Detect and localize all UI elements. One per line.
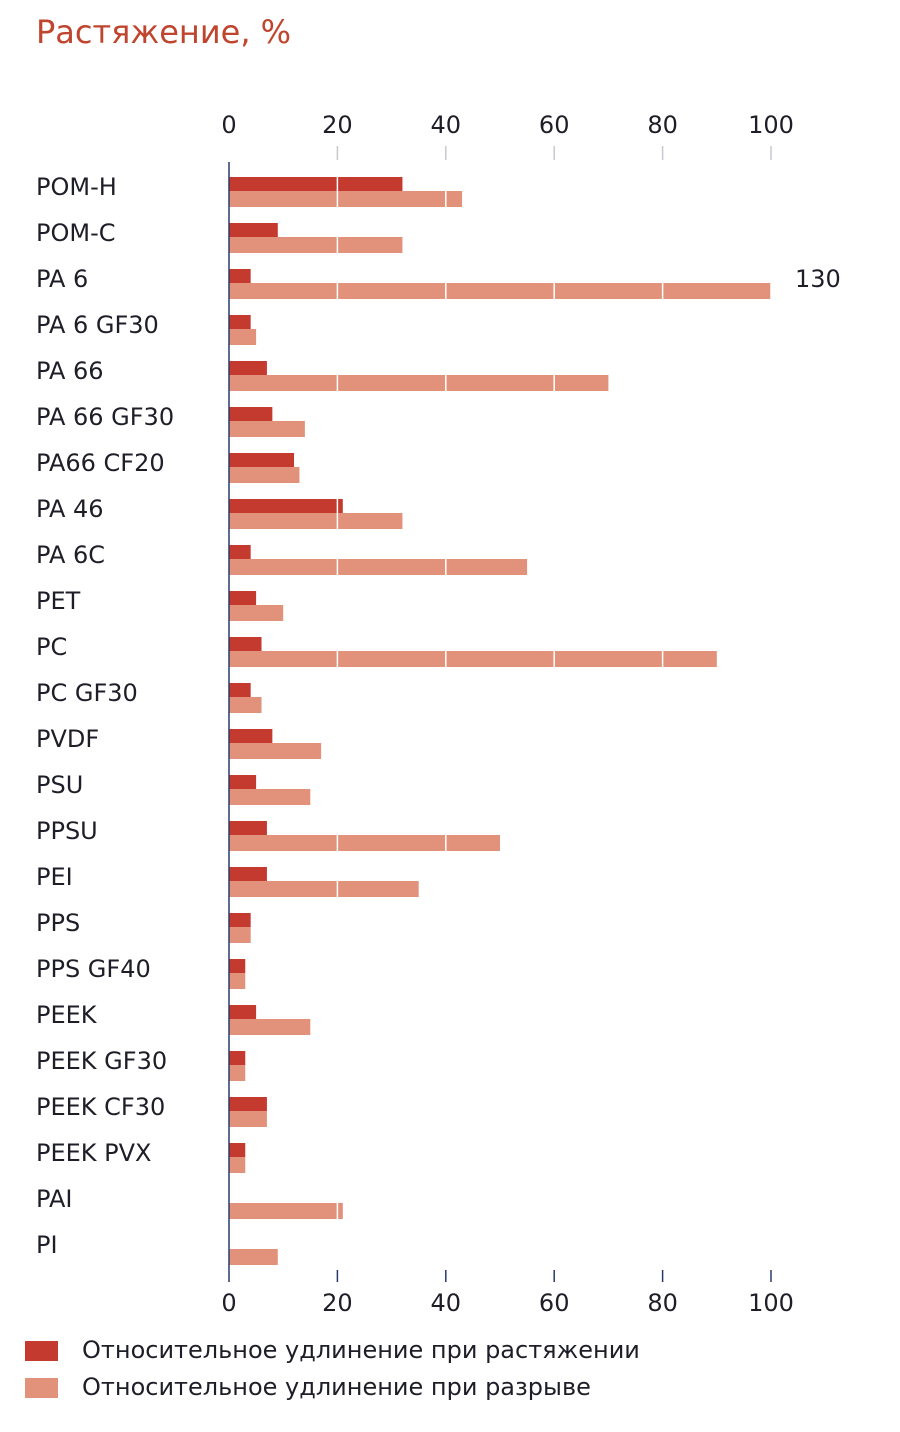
category-label: PSU (36, 771, 83, 799)
plot-area (229, 177, 771, 1265)
category-label: PC (36, 633, 67, 661)
bar (229, 467, 300, 483)
bar (229, 177, 403, 191)
bar (229, 315, 251, 329)
bar (229, 237, 403, 253)
chart-title: Растяжение, % (36, 13, 291, 51)
bar (229, 1111, 267, 1127)
x-tick-label-top: 20 (322, 111, 353, 139)
value-label: 130 (795, 265, 841, 293)
x-tick-label-bottom: 60 (539, 1289, 570, 1317)
category-label: PA 6 (36, 265, 88, 293)
category-label: PET (36, 587, 81, 615)
bar (229, 973, 246, 989)
bar (229, 729, 273, 743)
bar (229, 513, 403, 529)
bar (229, 1005, 257, 1019)
bar (229, 545, 251, 559)
bar (229, 223, 278, 237)
category-label: POM-H (36, 173, 117, 201)
bar (229, 881, 419, 897)
bar (229, 605, 284, 621)
category-label: PA 66 GF30 (36, 403, 174, 431)
bar (229, 407, 273, 421)
x-tick-label-bottom: 80 (647, 1289, 678, 1317)
x-tick-label-top: 0 (221, 111, 236, 139)
bar (229, 821, 267, 835)
x-tick-label-top: 60 (539, 111, 570, 139)
bar (229, 1019, 311, 1035)
x-tick-label-bottom: 100 (748, 1289, 794, 1317)
x-tick-label-bottom: 40 (431, 1289, 462, 1317)
category-label: PI (36, 1231, 58, 1259)
category-label: PEEK CF30 (36, 1093, 165, 1121)
legend-swatch (25, 1378, 58, 1398)
bar (229, 927, 251, 943)
bar (229, 1051, 246, 1065)
bar (229, 651, 717, 667)
bar (229, 1065, 246, 1081)
bar (229, 283, 771, 299)
category-label: PPSU (36, 817, 98, 845)
bar (229, 559, 528, 575)
bar (229, 361, 267, 375)
category-label: PA 66 (36, 357, 104, 385)
bar (229, 1143, 246, 1157)
category-label: PA 6C (36, 541, 105, 569)
bar (229, 959, 246, 973)
legend-label: Относительное удлинение при растяжении (82, 1336, 640, 1364)
x-tick-label-bottom: 20 (322, 1289, 353, 1317)
legend-swatch (25, 1341, 58, 1361)
legend-label: Относительное удлинение при разрыве (82, 1373, 591, 1401)
bar (229, 697, 262, 713)
bar (229, 835, 500, 851)
bar (229, 913, 251, 927)
x-tick-label-top: 100 (748, 111, 794, 139)
bar (229, 683, 251, 697)
bar (229, 1203, 343, 1219)
category-label: PPS GF40 (36, 955, 151, 983)
category-label: PA66 CF20 (36, 449, 165, 477)
bar (229, 191, 463, 207)
x-tick-label-bottom: 0 (221, 1289, 236, 1317)
category-label: PEEK GF30 (36, 1047, 167, 1075)
category-label: PPS (36, 909, 80, 937)
category-label: PAI (36, 1185, 72, 1213)
bar (229, 453, 295, 467)
category-label: POM-C (36, 219, 116, 247)
bar (229, 591, 257, 605)
bar (229, 499, 343, 513)
category-label: PVDF (36, 725, 99, 753)
bar (229, 329, 257, 345)
bar (229, 1097, 267, 1111)
bar (229, 421, 305, 437)
bar (229, 1157, 246, 1173)
bar (229, 743, 322, 759)
category-label: PA 6 GF30 (36, 311, 159, 339)
bar (229, 789, 311, 805)
category-label: PEEK PVX (36, 1139, 152, 1167)
category-label: PEI (36, 863, 73, 891)
x-tick-label-top: 80 (647, 111, 678, 139)
category-label: PEEK (36, 1001, 98, 1029)
bar (229, 375, 609, 391)
bar (229, 775, 257, 789)
category-label: PC GF30 (36, 679, 138, 707)
bar (229, 269, 251, 283)
bar (229, 867, 267, 881)
bar (229, 637, 262, 651)
x-tick-label-top: 40 (431, 111, 462, 139)
category-label: PA 46 (36, 495, 104, 523)
bar (229, 1249, 278, 1265)
